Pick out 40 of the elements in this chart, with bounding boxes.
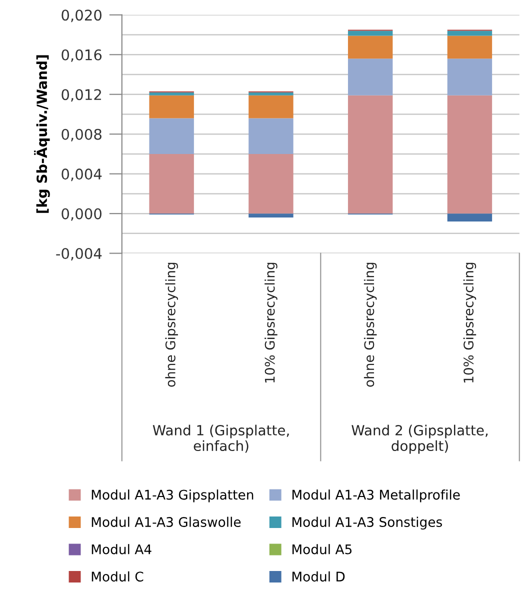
y-axis-title: [kg Sb-Äquiv./Wand] [34, 55, 50, 213]
legend-label: Modul C [92, 571, 144, 582]
x-tick-label: ohne Gipsrecycling [364, 262, 377, 387]
bar [447, 214, 492, 222]
bar [248, 95, 294, 118]
bar [149, 154, 194, 214]
bar [348, 95, 393, 214]
bar [248, 214, 294, 218]
legend-label: Modul A5 [292, 544, 352, 554]
bar [447, 30, 492, 36]
bar [248, 92, 294, 96]
bar [248, 154, 294, 214]
y-tick-label: 0,000 [62, 208, 102, 221]
legend-label: Modul A1-A3 Glaswolle [92, 516, 241, 527]
y-tick-label: -0,004 [56, 248, 102, 261]
bar [348, 36, 393, 59]
x-tick-label: 10% Gipsrecycling [463, 262, 476, 382]
bar [447, 58, 492, 96]
bar [248, 118, 294, 154]
bar [348, 30, 393, 36]
bar [149, 95, 194, 118]
bar [348, 58, 393, 96]
bar [149, 118, 194, 154]
y-tick-label: 0,012 [62, 89, 101, 102]
x-tick-label: ohne Gipsrecycling [165, 262, 178, 387]
y-tick-label: 0,020 [62, 10, 102, 22]
bar [447, 95, 492, 214]
y-tick-label: 0,008 [62, 128, 102, 142]
y-tick-label: 0,016 [62, 49, 102, 62]
legend-label: Modul A1-A3 Metallprofile [292, 490, 460, 502]
bar [447, 36, 492, 59]
text: Wand 1 (Gipsplatte, einfach) [152, 424, 289, 453]
legend-label: Modul A1-A3 Sonstiges [292, 516, 442, 530]
y-tick-label: 0,004 [62, 168, 102, 182]
x-tick-label: 10% Gipsrecycling [264, 262, 278, 382]
legend-label: Modul A1-A3 Gipsplatten [92, 490, 254, 502]
bar [149, 92, 194, 96]
legend-label: Modul A4 [92, 544, 152, 554]
legend-label: Modul D [292, 571, 345, 582]
text: Wand 2 (Gipsplatte, doppelt) [352, 424, 488, 454]
